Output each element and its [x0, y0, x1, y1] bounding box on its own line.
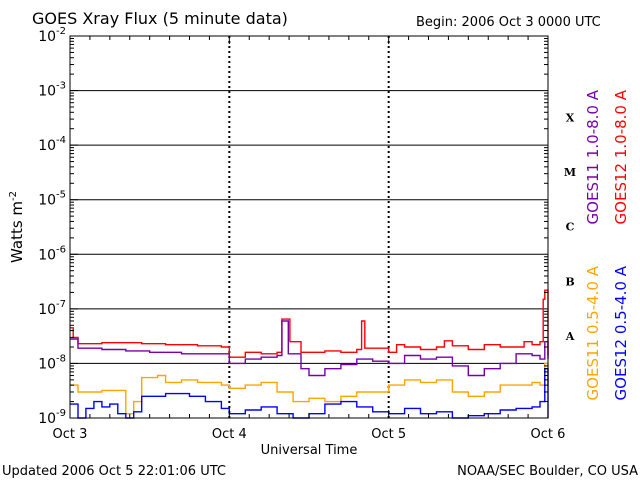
series-line-1	[70, 320, 549, 377]
axis-ticks	[69, 35, 549, 419]
source-credit: NOAA/SEC Boulder, CO USA	[457, 464, 638, 479]
flare-class-b: B	[565, 275, 574, 288]
x-axis-label: Universal Time	[261, 443, 358, 458]
y-tick-base: 10	[38, 193, 56, 209]
y-tick-base: 10	[38, 29, 56, 45]
series-layer	[70, 289, 549, 419]
y-tick-label-0: 10-2	[38, 26, 66, 45]
updated-timestamp: Updated 2006 Oct 5 22:01:06 UTC	[2, 464, 226, 479]
y-tick-base: 10	[38, 411, 56, 427]
chart-title: GOES Xray Flux (5 minute data)	[32, 9, 288, 28]
y-tick-base: 10	[38, 356, 56, 372]
plot-frame	[69, 35, 549, 419]
legend-entry-0: GOES11 1.0-8.0 A	[584, 89, 602, 224]
begin-label: Begin: 2006 Oct 3 0000 UTC	[416, 15, 601, 30]
y-axis-label-exp: -2	[8, 191, 19, 201]
y-tick-label-1: 10-3	[38, 81, 66, 100]
flare-class-x: X	[566, 112, 575, 125]
y-tick-label-4: 10-6	[38, 244, 66, 263]
series-line-0	[70, 289, 549, 358]
legend-entry-1: GOES12 1.0-8.0 A	[612, 89, 630, 224]
flare-class-c: C	[566, 221, 575, 234]
flare-class-a: A	[565, 330, 575, 343]
x-tick-label-2: Oct 5	[371, 427, 406, 442]
y-tick-base: 10	[38, 138, 56, 154]
y-tick-exp: -5	[56, 190, 66, 201]
x-tick-label-0: Oct 3	[53, 427, 88, 442]
grid-lines	[70, 90, 548, 364]
x-tick-label-3: Oct 6	[531, 427, 566, 442]
y-tick-label-6: 10-8	[38, 353, 66, 372]
y-axis-label: Watts m-2	[8, 191, 26, 263]
y-tick-base: 10	[38, 84, 56, 100]
legend-entry-2: GOES11 0.5-4.0 A	[584, 265, 602, 400]
flare-class-labels: X M C B A	[564, 112, 576, 343]
y-tick-base: 10	[38, 247, 56, 263]
legend-entry-3: GOES12 0.5-4.0 A	[612, 265, 630, 400]
y-tick-labels: 10-210-310-410-510-610-710-810-9	[38, 26, 66, 427]
y-tick-label-2: 10-4	[38, 135, 66, 154]
y-tick-exp: -9	[56, 408, 66, 419]
flare-class-m: M	[564, 166, 576, 179]
y-tick-exp: -7	[56, 299, 66, 310]
y-tick-label-3: 10-5	[38, 190, 66, 209]
y-tick-label-5: 10-7	[38, 299, 66, 318]
legend: GOES11 1.0-8.0 A GOES12 1.0-8.0 A GOES11 0…	[584, 89, 630, 400]
y-tick-exp: -2	[56, 26, 66, 37]
y-tick-base: 10	[38, 302, 56, 318]
x-tick-labels: Oct 3 Oct 4 Oct 5 Oct 6	[53, 427, 566, 442]
day-separators	[228, 36, 390, 418]
y-tick-exp: -3	[56, 81, 66, 92]
x-tick-label-1: Oct 4	[212, 427, 247, 442]
y-axis-label-base: Watts m	[8, 201, 26, 263]
series-line-2	[70, 362, 549, 415]
y-tick-exp: -8	[56, 353, 66, 364]
y-tick-exp: -4	[56, 135, 66, 146]
y-tick-label-7: 10-9	[38, 408, 66, 427]
y-tick-exp: -6	[56, 244, 66, 255]
